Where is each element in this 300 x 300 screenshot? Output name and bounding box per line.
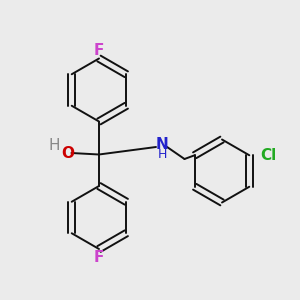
Text: O: O xyxy=(61,146,74,160)
Text: N: N xyxy=(156,137,168,152)
Text: H: H xyxy=(48,138,60,153)
Text: H: H xyxy=(157,148,167,161)
Text: Cl: Cl xyxy=(260,148,276,163)
Text: F: F xyxy=(94,43,104,58)
Text: F: F xyxy=(94,250,104,265)
